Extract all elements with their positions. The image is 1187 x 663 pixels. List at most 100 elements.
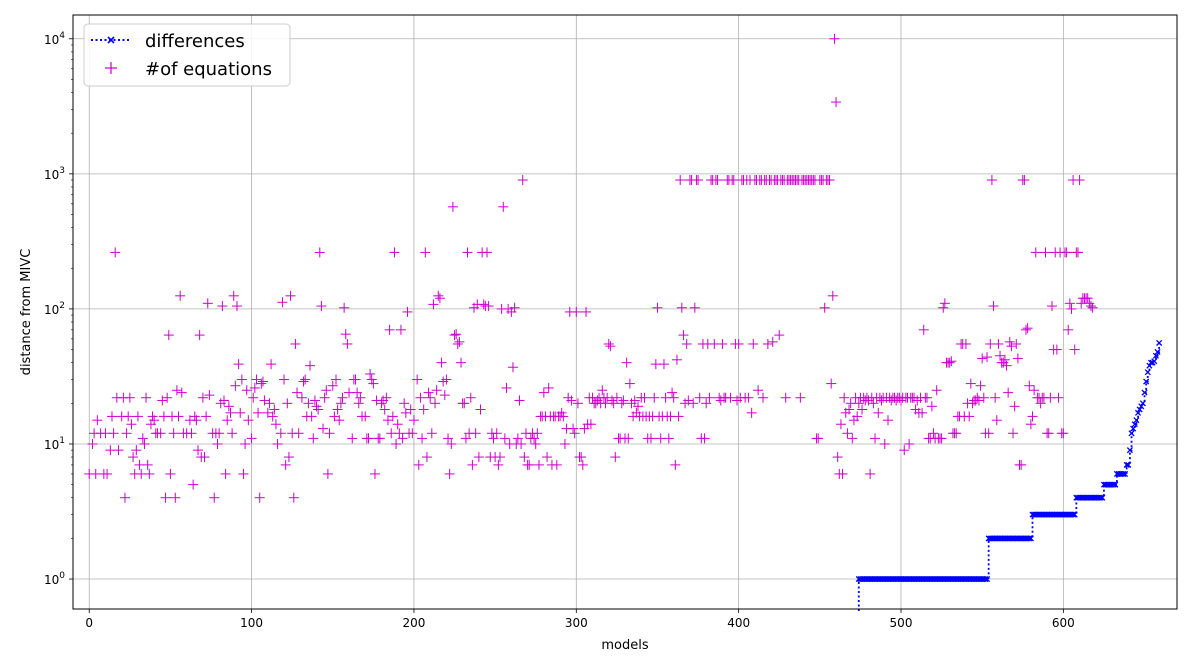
differences-point (1070, 511, 1077, 518)
equations-point (443, 433, 454, 444)
differences-point (1026, 535, 1033, 542)
equations-point (186, 428, 197, 439)
equations-point (681, 338, 692, 349)
equations-point (173, 411, 184, 422)
equations-point (493, 459, 504, 470)
equations-point (108, 428, 119, 439)
equations-point (132, 411, 143, 422)
equations-point (296, 392, 307, 403)
equations-point (853, 398, 864, 409)
differences-point (1147, 359, 1155, 366)
equations-point (113, 445, 124, 456)
equations-point (576, 452, 587, 463)
equations-point (137, 433, 148, 444)
equations-point (290, 338, 301, 349)
equations-point (282, 398, 293, 409)
equations-point (973, 395, 984, 406)
equations-point (339, 302, 350, 313)
equations-point (1072, 247, 1083, 258)
equations-point (218, 395, 229, 406)
equations-point (220, 468, 231, 479)
equations-point (988, 301, 999, 312)
equations-point (602, 392, 613, 403)
equations-point (978, 392, 989, 403)
equations-point (399, 398, 410, 409)
equations-point (514, 395, 525, 406)
equations-point (986, 175, 997, 186)
equations-point (904, 438, 915, 449)
differences-line (857, 342, 1161, 611)
equations-point (387, 411, 398, 422)
equations-point (126, 419, 137, 430)
equations-point (507, 362, 518, 373)
equations-point (1061, 247, 1072, 258)
equations-point (283, 452, 294, 463)
equations-point (835, 419, 846, 430)
equations-point (191, 415, 202, 426)
equations-point (322, 468, 333, 479)
equations-point (246, 433, 257, 444)
equations-point (157, 395, 168, 406)
equations-point (1024, 380, 1035, 391)
differences-point (1120, 470, 1127, 477)
equations-point (524, 459, 535, 470)
differences-point (1121, 470, 1129, 477)
y-axis-label: distance from MIVC (19, 249, 34, 376)
equations-point (368, 378, 379, 389)
equations-point (870, 433, 881, 444)
x-axis-label: models (601, 638, 648, 653)
equations-point (243, 415, 254, 426)
differences-point (1138, 403, 1145, 410)
equations-point (92, 415, 103, 426)
equations-point (384, 324, 395, 335)
equations-point (405, 404, 416, 415)
equations-point (365, 368, 376, 379)
equations-point (254, 492, 265, 503)
equations-point (300, 374, 311, 385)
equations-point (316, 301, 327, 312)
differences-point (1156, 339, 1163, 346)
equations-point (441, 374, 452, 385)
equations-point (762, 338, 773, 349)
equations-point (517, 175, 528, 186)
equations-point (607, 395, 618, 406)
equations-point (975, 380, 986, 391)
equations-point (1022, 323, 1033, 334)
equations-point (499, 433, 510, 444)
equations-point (819, 302, 830, 313)
equations-point (795, 392, 806, 403)
differences-point (1130, 425, 1137, 432)
equations-point (238, 468, 249, 479)
equations-point (110, 247, 121, 258)
equations-point (231, 301, 242, 312)
equations-point (1003, 387, 1014, 398)
equations-point (748, 338, 759, 349)
equations-point (1074, 175, 1085, 186)
legend: differences #of equations (83, 23, 291, 87)
equations-point (827, 290, 838, 301)
equations-point (1063, 324, 1074, 335)
equations-point (470, 428, 481, 439)
equations-point (1043, 428, 1054, 439)
differences-point (1099, 494, 1106, 501)
equations-point (568, 423, 579, 434)
equations-point (236, 374, 247, 385)
equations-point (436, 357, 447, 368)
equations-point (256, 378, 267, 389)
equations-point (194, 330, 205, 341)
equations-point (363, 433, 374, 444)
equations-point (425, 392, 436, 403)
x-tick-label: 300 (565, 616, 588, 630)
series-equations (84, 33, 1098, 503)
equations-point (420, 247, 431, 258)
y-tick-label: 103 (44, 166, 65, 182)
equations-point (412, 374, 423, 385)
equations-point (671, 354, 682, 365)
equations-point (417, 433, 428, 444)
equations-point (899, 445, 910, 456)
equations-point (249, 382, 260, 393)
equations-point (1064, 298, 1075, 309)
equations-point (162, 392, 173, 403)
equations-point (629, 395, 640, 406)
equations-point (733, 338, 744, 349)
